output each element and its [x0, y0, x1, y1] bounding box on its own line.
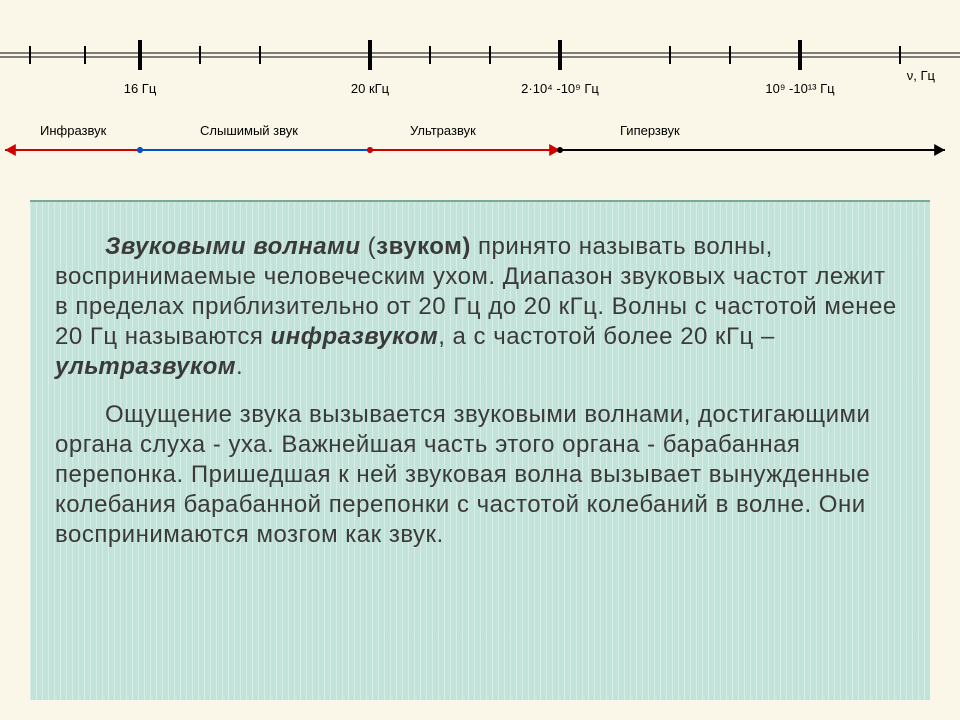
term-ultrasound: ультразвуком — [55, 353, 236, 380]
term-sound: звуком) — [376, 233, 471, 260]
term-sound-waves: Звуковыми волнами — [105, 233, 361, 260]
paragraph-2: Ощущение звука вызывается звуковыми волн… — [55, 400, 905, 550]
svg-text:Слышимый звук: Слышимый звук — [200, 123, 298, 138]
svg-text:2·10⁴ -10⁹ Гц: 2·10⁴ -10⁹ Гц — [521, 81, 599, 96]
paragraph-1: Звуковыми волнами (звуком) принято назыв… — [55, 232, 905, 382]
svg-text:Ультразвук: Ультразвук — [410, 123, 476, 138]
term-infrasound: инфразвуком — [271, 323, 439, 350]
svg-text:Инфразвук: Инфразвук — [40, 123, 107, 138]
svg-text:20 кГц: 20 кГц — [351, 81, 390, 96]
svg-text:Гиперзвук: Гиперзвук — [620, 123, 680, 138]
frequency-diagram: 16 Гц 20 кГц 2·10⁴ -10⁹ Гц 10⁹ -10¹³ Гц ν, Г… — [0, 0, 960, 200]
diagram-svg: 16 Гц 20 кГц 2·10⁴ -10⁹ Гц 10⁹ -10¹³ Гц ν, Г… — [0, 0, 960, 200]
svg-text:ν, Гц: ν, Гц — [907, 68, 936, 83]
svg-text:10⁹ -10¹³ Гц: 10⁹ -10¹³ Гц — [765, 81, 835, 96]
text-panel: Звуковыми волнами (звуком) принято назыв… — [30, 200, 930, 700]
svg-text:16 Гц: 16 Гц — [124, 81, 157, 96]
